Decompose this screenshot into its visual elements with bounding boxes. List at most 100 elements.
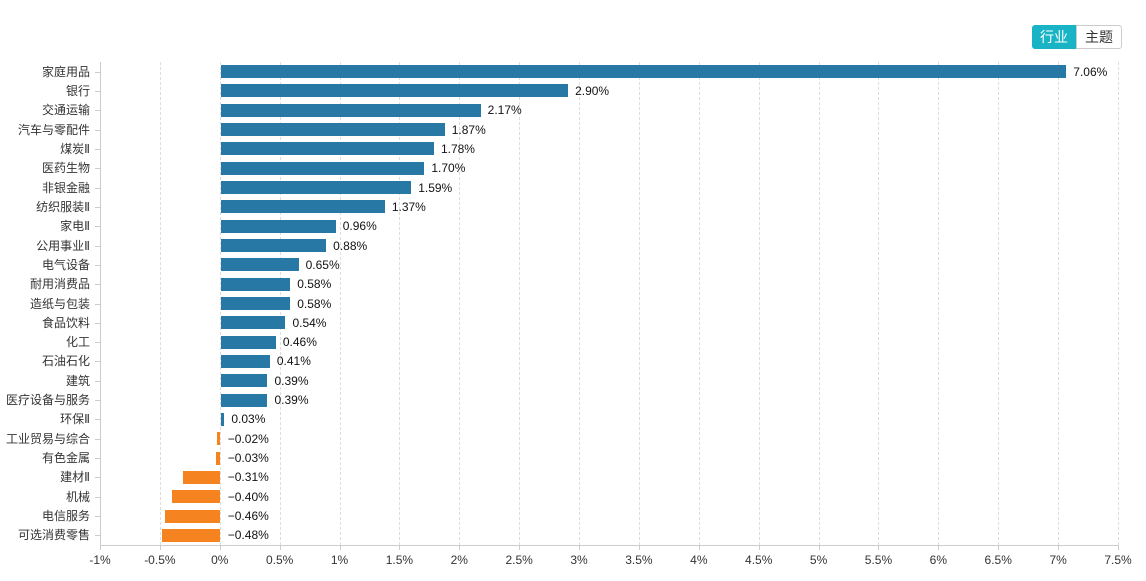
gridline [1118, 62, 1119, 545]
bar [220, 65, 1067, 79]
x-tick-label: -0.5% [144, 553, 176, 567]
category-label: 可选消费零售 [17, 528, 90, 543]
y-axis-line [100, 62, 101, 545]
bar [220, 297, 291, 310]
category-label: 医疗设备与服务 [5, 393, 90, 408]
value-label: −0.03% [227, 451, 269, 466]
x-tick-label: -1% [89, 553, 111, 567]
x-axis-tick [159, 545, 161, 550]
bar [216, 451, 220, 465]
category-label: 纺织服装Ⅱ [36, 199, 90, 214]
gridline [998, 62, 1000, 545]
value-label: 1.78% [440, 141, 475, 156]
x-axis-tick [519, 545, 521, 550]
x-tick-label: 0% [211, 553, 229, 567]
bar [162, 528, 220, 542]
category-label: 有色金属 [41, 451, 90, 466]
bar [220, 374, 268, 388]
value-label: 0.03% [231, 412, 266, 427]
value-label: 0.88% [333, 238, 368, 253]
value-label: 0.46% [282, 335, 317, 350]
category-label: 医药生物 [41, 161, 90, 176]
tab-theme[interactable]: 主题 [1076, 25, 1122, 49]
bar [220, 219, 336, 233]
value-label: −0.31% [227, 470, 269, 485]
category-label: 化工 [65, 335, 90, 350]
x-axis-tick [1118, 545, 1119, 550]
y-axis-tick [95, 265, 100, 266]
x-tick-label: 1.5% [385, 553, 414, 567]
x-axis-tick [998, 545, 1000, 550]
gridline [399, 62, 401, 545]
x-axis-tick [399, 545, 401, 550]
category-label: 交通运输 [41, 103, 90, 118]
bar [220, 103, 481, 117]
y-axis-tick [95, 400, 100, 401]
gridline [938, 62, 940, 545]
x-axis-line [100, 545, 1119, 546]
x-axis-tick [818, 545, 820, 550]
bar [220, 277, 291, 291]
y-axis-tick [95, 91, 100, 92]
x-tick-label: 2% [450, 553, 468, 567]
value-label: 0.41% [276, 354, 311, 369]
x-axis-tick [878, 545, 880, 550]
gridline [878, 62, 880, 545]
bar [220, 84, 569, 98]
view-toggle: 行业 主题 [1032, 25, 1122, 49]
x-axis-tick [938, 545, 940, 550]
y-axis-tick [95, 168, 100, 169]
x-tick-label: 2.5% [505, 553, 533, 567]
category-label: 公用事业Ⅱ [36, 238, 90, 253]
value-label: 0.54% [292, 315, 327, 330]
gridline [339, 62, 341, 545]
category-label: 环保Ⅱ [60, 412, 90, 427]
value-label: 7.06% [1073, 64, 1108, 79]
gridline [219, 62, 221, 545]
value-label: −0.02% [227, 431, 269, 446]
y-axis-tick [95, 323, 100, 324]
x-tick-label: 4% [690, 553, 708, 567]
gridline [758, 62, 760, 545]
bar [220, 316, 286, 330]
bar [220, 142, 434, 156]
gridline [459, 62, 461, 545]
category-label: 食品饮料 [41, 315, 90, 330]
bar [220, 354, 270, 368]
category-label: 建材Ⅱ [60, 470, 90, 485]
gridline [698, 62, 700, 545]
value-label: 0.58% [297, 296, 332, 311]
y-axis-tick [95, 381, 100, 382]
value-label: 0.96% [342, 219, 377, 234]
y-axis-tick [95, 72, 100, 73]
y-axis-tick [95, 419, 100, 420]
gridline [1058, 62, 1060, 545]
y-axis-tick [95, 477, 100, 478]
x-axis-tick [459, 545, 461, 550]
bar [220, 123, 445, 137]
gridline [638, 62, 640, 545]
x-tick-label: 6.5% [984, 553, 1012, 567]
bar [220, 161, 425, 175]
value-label: −0.48% [227, 528, 269, 543]
bar [220, 181, 412, 195]
bar [220, 393, 268, 407]
value-label: 0.65% [305, 257, 340, 272]
y-axis-tick [95, 342, 100, 343]
x-tick-label: 7.5% [1104, 553, 1132, 567]
category-label: 银行 [65, 83, 90, 98]
y-axis-tick [95, 246, 100, 247]
x-tick-label: 6% [929, 553, 948, 567]
x-tick-label: 5.5% [864, 553, 893, 567]
y-axis-tick [95, 535, 100, 536]
gridline [519, 62, 521, 545]
bar [220, 239, 327, 253]
tab-industry[interactable]: 行业 [1032, 25, 1076, 49]
x-axis-tick [579, 545, 581, 550]
gridline [159, 62, 161, 545]
gridline [818, 62, 820, 545]
x-tick-label: 3% [570, 553, 588, 567]
category-label: 建筑 [65, 373, 90, 388]
value-label: 0.58% [297, 277, 332, 292]
